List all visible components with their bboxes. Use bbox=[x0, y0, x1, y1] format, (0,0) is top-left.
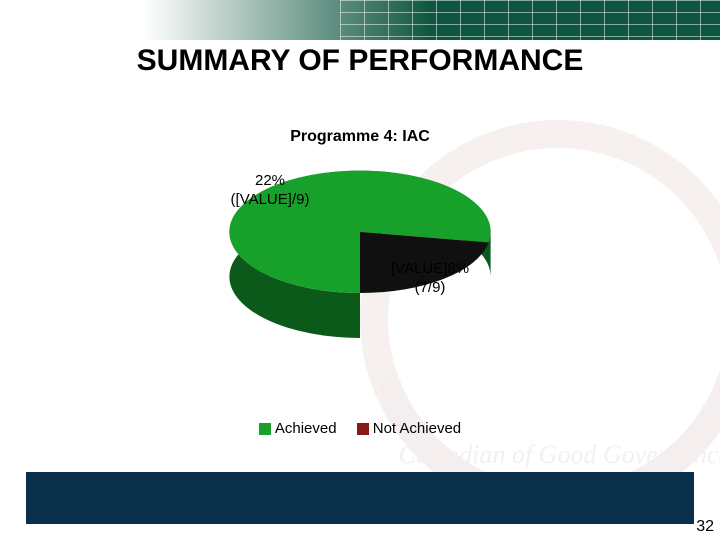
legend-swatch-not-achieved bbox=[357, 423, 369, 435]
footer-bar bbox=[26, 472, 694, 524]
legend: Achieved Not Achieved bbox=[0, 420, 720, 437]
page-number: 32 bbox=[696, 518, 714, 536]
page-title: SUMMARY OF PERFORMANCE bbox=[0, 44, 720, 78]
slice-label-not-achieved: 22%([VALUE]/9) bbox=[210, 172, 330, 210]
header-grid bbox=[340, 0, 720, 40]
slice-label-achieved: [VALUE]8%(7/9) bbox=[370, 260, 490, 298]
legend-swatch-achieved bbox=[259, 423, 271, 435]
pie-chart: 22%([VALUE]/9) [VALUE]8%(7/9) bbox=[170, 160, 550, 405]
legend-text-achieved: Achieved bbox=[275, 420, 337, 437]
legend-text-not-achieved: Not Achieved bbox=[373, 420, 461, 437]
watermark-caption: Custodian of Good Governance bbox=[399, 440, 720, 470]
chart-subtitle: Programme 4: IAC bbox=[0, 128, 720, 146]
